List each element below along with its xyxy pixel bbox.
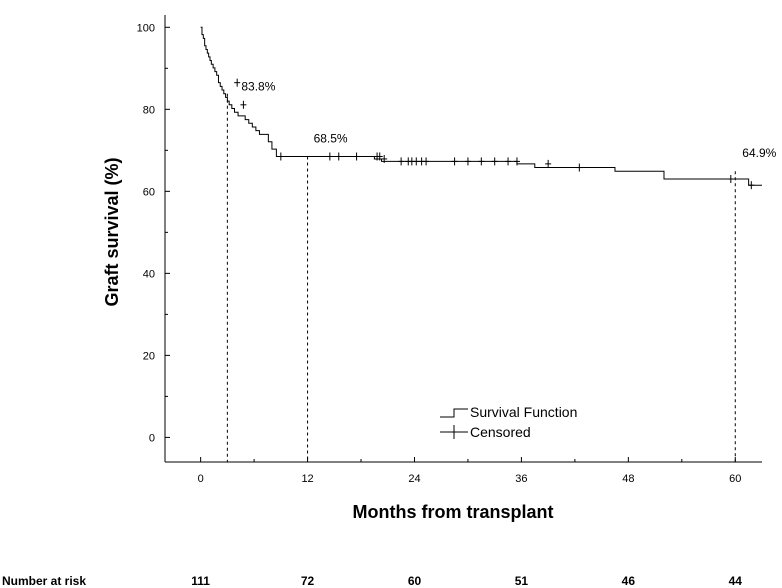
axes <box>164 15 762 463</box>
annotation-label: 68.5% <box>314 131 348 145</box>
risk-value: 51 <box>515 574 529 588</box>
censored-mark <box>240 100 247 109</box>
censored-mark <box>398 157 405 166</box>
legend-censored-label: Censored <box>470 424 531 440</box>
censored-mark <box>464 157 471 166</box>
risk-value: 44 <box>729 574 743 588</box>
censored-mark <box>353 152 360 161</box>
x-ticks: 0 12 24 36 48 60 <box>198 457 741 485</box>
censored-mark <box>491 157 498 166</box>
censored-mark <box>277 152 284 161</box>
y-tick-label: 60 <box>143 186 155 198</box>
censor-marks <box>234 78 755 190</box>
censored-mark <box>335 152 342 161</box>
risk-value: 111 <box>191 574 210 588</box>
reference-lines <box>226 93 736 462</box>
censored-mark <box>545 159 552 168</box>
y-tick-label: 20 <box>143 350 155 362</box>
series-layer <box>200 26 762 186</box>
risk-table-values: 111 72 60 51 46 44 <box>191 574 742 588</box>
x-tick-label: 48 <box>622 473 634 485</box>
x-tick-label: 36 <box>515 473 527 485</box>
x-tick-label: 24 <box>408 473 420 485</box>
censored-mark <box>505 157 512 166</box>
risk-value: 60 <box>408 574 422 588</box>
censored-mark <box>376 152 383 161</box>
y-tick-label: 40 <box>143 268 155 280</box>
y-tick-label: 80 <box>143 104 155 116</box>
annotation-label: 83.8% <box>241 80 275 94</box>
risk-value: 72 <box>301 574 315 588</box>
legend-survival-symbol <box>440 408 468 418</box>
annotations: 83.8% 68.5% 64.9% <box>241 80 776 161</box>
survival-curve <box>200 26 762 186</box>
censored-mark <box>381 154 388 163</box>
censored-mark <box>513 157 520 166</box>
y-tick-label: 0 <box>149 432 155 444</box>
risk-value: 46 <box>622 574 636 588</box>
x-tick-label: 12 <box>301 473 313 485</box>
risk-table-label: Number at risk <box>2 574 86 588</box>
y-tick-label: 100 <box>137 22 155 34</box>
annotation-label: 64.9% <box>742 146 776 160</box>
x-tick-label: 0 <box>198 473 204 485</box>
y-axis-title: Graft survival (%) <box>102 157 122 306</box>
censored-mark <box>576 163 583 172</box>
legend: Survival Function Censored <box>440 404 577 440</box>
censored-mark <box>423 157 430 166</box>
x-tick-label: 60 <box>729 473 741 485</box>
legend-survival-label: Survival Function <box>470 404 577 420</box>
censored-mark <box>451 157 458 166</box>
x-axis-title: Months from transplant <box>353 502 554 522</box>
y-ticks: 0 20 40 60 80 100 <box>137 22 170 444</box>
censored-mark <box>748 181 755 190</box>
censored-mark <box>413 157 420 166</box>
censored-mark <box>234 78 241 87</box>
censored-mark <box>727 175 734 184</box>
censored-mark <box>326 152 333 161</box>
censored-mark <box>478 157 485 166</box>
